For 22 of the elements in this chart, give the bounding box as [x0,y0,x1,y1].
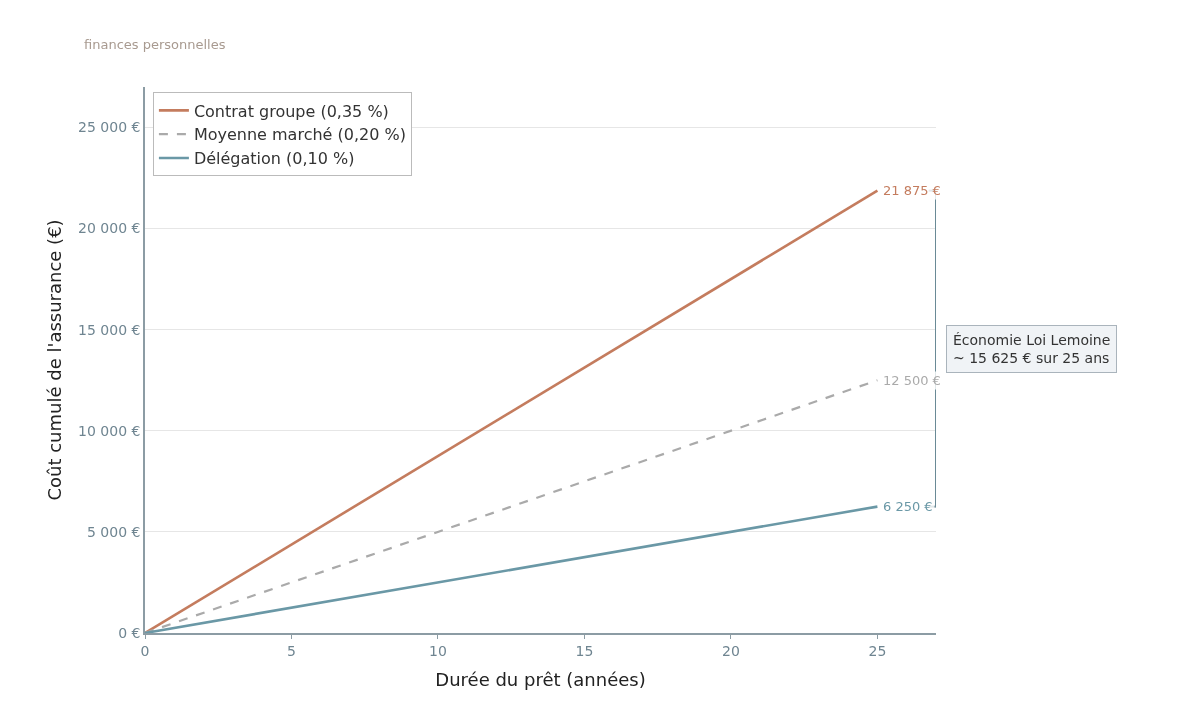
legend-label: Moyenne marché (0,20 %) [193,125,406,145]
x-tick-label: 25 [868,642,887,659]
y-tick-label: 15 000 € [78,321,141,338]
data-label: 12 500 € [883,373,941,388]
data-label: 6 250 € [883,499,933,514]
x-tick-label: 15 [575,642,594,659]
y-tick-label: 25 000 € [78,119,141,136]
text: Économie Loi Lemoine ~ 15 625 € sur 25 ans [953,332,1111,367]
data-label: 21 875 € [883,183,941,198]
y-tick-label: 10 000 € [78,422,141,439]
x-tick-label: 5 [287,642,296,659]
x-axis-title: Durée du prêt (années) [435,669,646,691]
y-tick-label: 0 € [118,624,141,641]
legend-label: Délégation (0,10 %) [193,149,355,169]
legend-label: Contrat groupe (0,35 %) [193,101,389,121]
y-axis-title: Coût cumulé de l'assurance (€) [43,219,65,501]
y-tick-label: 5 000 € [87,523,141,540]
x-tick-label: 20 [722,642,740,659]
chart-subtitle: finances personnelles [84,37,226,52]
x-tick-label: 10 [429,642,447,659]
y-tick-label: 20 000 € [78,220,141,237]
x-tick-label: 0 [140,642,150,659]
